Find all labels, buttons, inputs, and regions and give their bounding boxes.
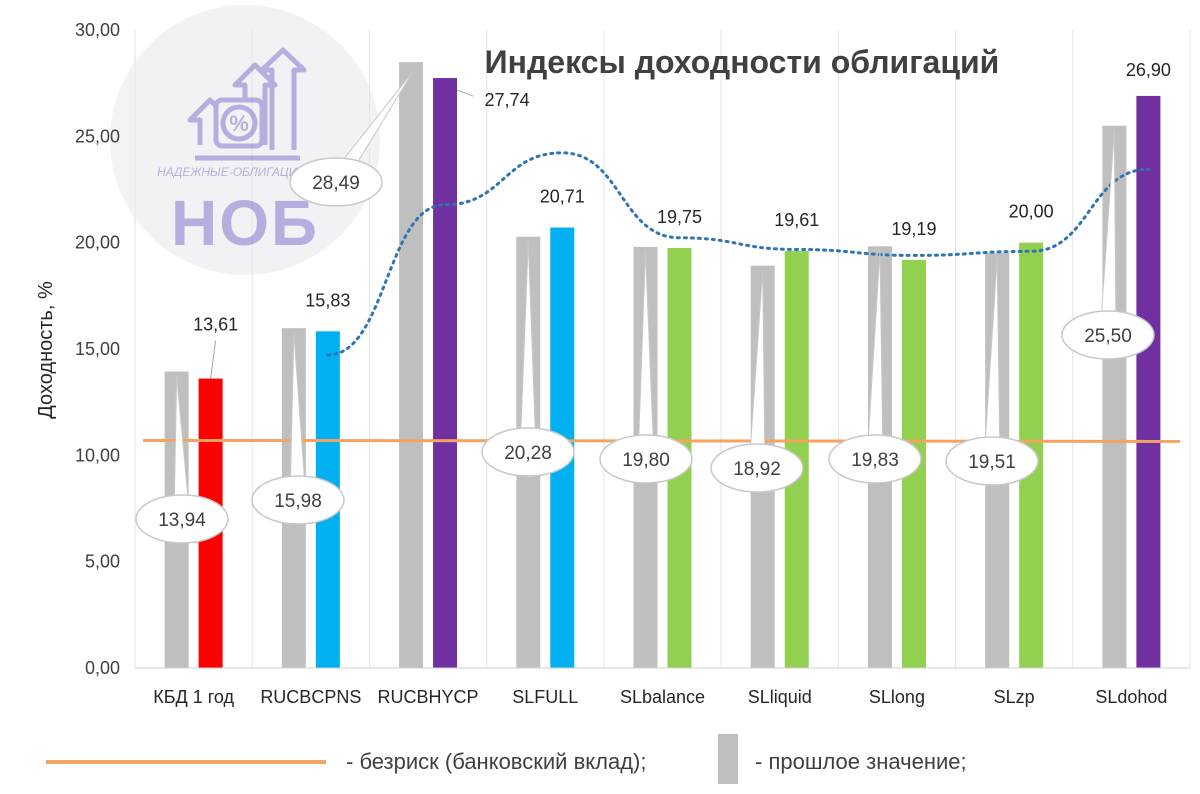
x-category-label: SLzp xyxy=(994,687,1035,707)
callout: 25,50 xyxy=(1061,129,1155,360)
svg-text:%: % xyxy=(229,111,249,136)
previous-value-label: 19,80 xyxy=(622,450,670,471)
callout: 19,83 xyxy=(828,250,922,484)
callout: 28,49 xyxy=(289,69,415,207)
previous-value-bar xyxy=(399,62,424,668)
current-value-label: 26,90 xyxy=(1126,60,1171,80)
callout-bubble xyxy=(481,427,575,477)
x-category-label: RUCBHYCP xyxy=(378,687,479,707)
current-value-bar xyxy=(1136,95,1161,669)
y-tick-label: 0,00 xyxy=(85,658,120,678)
x-category-label: SLFULL xyxy=(512,687,578,707)
chart-title: Индексы доходности облигаций xyxy=(485,44,1000,80)
callout-bubble xyxy=(710,443,804,493)
callout-bubble xyxy=(828,434,922,484)
previous-value-label: 28,49 xyxy=(312,173,360,194)
current-value-label: 19,19 xyxy=(891,219,936,239)
label-leader xyxy=(456,89,474,97)
percent-house-icon: % xyxy=(187,47,307,161)
x-category-label: RUCBCPNS xyxy=(260,687,361,707)
previous-value-label: 15,98 xyxy=(274,491,322,512)
x-category-label: SLlong xyxy=(869,687,925,707)
current-value-bar xyxy=(433,78,458,668)
x-category-label: SLdohod xyxy=(1095,687,1167,707)
current-value-label: 19,75 xyxy=(657,207,702,227)
previous-value-label: 19,83 xyxy=(851,450,899,471)
watermark-logo: % НАДЕЖНЫЕ-ОБЛИГАЦИИ.РУС НОБ xyxy=(110,5,380,275)
current-value-label: 27,74 xyxy=(485,90,530,110)
label-leader xyxy=(210,340,217,379)
callout-bubble xyxy=(135,494,229,544)
watermark-mark-text: НОБ xyxy=(171,187,319,259)
watermark-site-text: НАДЕЖНЫЕ-ОБЛИГАЦИИ.РУС xyxy=(157,165,333,179)
legend-risk-free-label: - безриск (банковский вклад); xyxy=(346,749,646,774)
callout: 19,80 xyxy=(599,250,693,484)
previous-value-label: 25,50 xyxy=(1084,326,1132,347)
legend: - безриск (банковский вклад); - прошлое … xyxy=(46,734,967,784)
previous-value-label: 20,28 xyxy=(504,443,552,464)
y-tick-label: 5,00 xyxy=(85,552,120,572)
y-axis: 0,00 5,00 10,00 15,00 20,00 25,00 30,00 xyxy=(75,20,120,678)
y-tick-label: 20,00 xyxy=(75,233,120,253)
x-category-label: КБД 1 год xyxy=(153,687,234,707)
callout: 18,92 xyxy=(710,269,804,493)
current-value-label: 19,61 xyxy=(774,210,819,230)
callout: 20,28 xyxy=(481,240,575,477)
callout-bubble xyxy=(599,434,693,484)
current-value-labels: 13,61 15,83 27,74 20,71 19,75 19,61 19,19 20,00… xyxy=(193,60,1171,379)
current-value-label: 13,61 xyxy=(193,315,238,335)
previous-value-callouts: 13,94 15,98 28,49 20,28 19,80 18,92 19,83 19,51… xyxy=(135,69,1155,544)
legend-previous-swatch xyxy=(718,734,738,784)
callout-bubble xyxy=(1061,310,1155,360)
callout-bubble xyxy=(289,157,383,207)
x-category-label: SLbalance xyxy=(620,687,705,707)
callout: 15,98 xyxy=(251,332,345,525)
y-tick-label: 25,00 xyxy=(75,126,120,146)
current-value-label: 15,83 xyxy=(305,290,350,310)
callout-bubble xyxy=(251,475,345,525)
callout: 13,94 xyxy=(135,375,229,544)
y-tick-label: 10,00 xyxy=(75,445,120,465)
x-category-label: SLliquid xyxy=(748,687,812,707)
y-tick-label: 15,00 xyxy=(75,339,120,359)
current-value-label: 20,71 xyxy=(540,187,585,207)
callout: 19,51 xyxy=(945,257,1039,486)
previous-value-label: 13,94 xyxy=(158,510,206,531)
legend-previous-label: - прошлое значение; xyxy=(755,749,967,774)
current-value-label: 20,00 xyxy=(1009,202,1054,222)
callout-bubble xyxy=(945,436,1039,486)
previous-value-label: 19,51 xyxy=(968,452,1016,473)
y-tick-label: 30,00 xyxy=(75,20,120,40)
x-axis: КБД 1 год RUCBCPNS RUCBHYCP SLFULL SLbalance… xyxy=(135,667,1190,707)
previous-value-label: 18,92 xyxy=(733,459,781,480)
y-axis-label: Доходность, % xyxy=(35,281,57,419)
